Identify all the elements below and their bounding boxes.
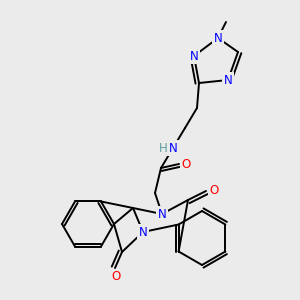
Text: N: N — [224, 74, 232, 86]
Text: N: N — [158, 208, 166, 220]
Text: H: H — [159, 142, 167, 154]
Text: O: O — [111, 271, 121, 284]
Text: O: O — [209, 184, 219, 196]
Text: N: N — [139, 226, 147, 238]
Text: N: N — [169, 142, 177, 154]
Text: O: O — [182, 158, 190, 170]
Text: N: N — [214, 32, 222, 44]
Text: N: N — [190, 50, 198, 62]
